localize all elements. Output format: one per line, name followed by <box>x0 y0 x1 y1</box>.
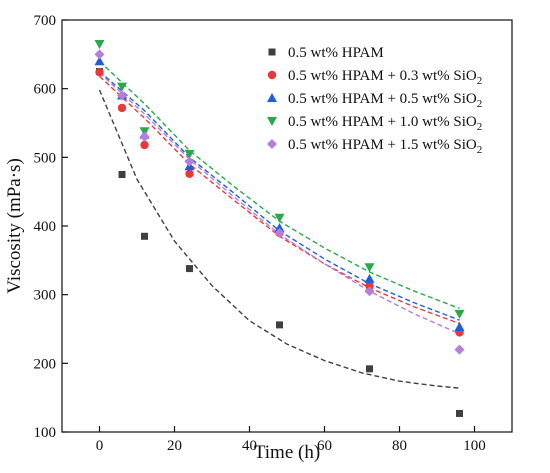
data-point-series-3 <box>454 321 465 331</box>
fit-curve-1 <box>98 89 460 389</box>
fit-curve-5 <box>99 72 460 335</box>
legend-marker-1 <box>268 48 276 56</box>
x-axis: 0 20 40 60 80 100 <box>96 426 486 454</box>
legend-label-5: 0.5 wt% HPAM + 1.5 wt% SiO2 <box>288 137 482 156</box>
y-tick-label: 700 <box>34 13 57 29</box>
data-point-series-2 <box>365 281 374 290</box>
y-tick-label: 200 <box>34 356 57 372</box>
data-point-series-2 <box>117 103 127 113</box>
legend-marker-3 <box>267 93 277 102</box>
data-point-series-1 <box>276 321 283 329</box>
y-tick-label: 500 <box>34 150 57 166</box>
data-point-series-5 <box>454 344 465 355</box>
legend-marker-5 <box>267 139 277 149</box>
y-axis-title: Viscosity (mPa·s) <box>4 158 25 294</box>
data-point-series-1 <box>456 409 463 417</box>
data-point-series-5 <box>94 49 105 60</box>
data-points <box>94 40 465 417</box>
y-axis: 100 200 300 400 500 600 700 <box>34 13 68 441</box>
legend-label-3: 0.5 wt% HPAM + 0.5 wt% SiO2 <box>288 91 482 110</box>
x-tick-label: 0 <box>96 438 104 454</box>
data-point-series-4 <box>117 82 127 92</box>
data-point-series-2 <box>95 67 104 77</box>
fit-curve-3 <box>99 70 460 321</box>
data-point-series-1 <box>141 232 148 240</box>
data-point-series-5 <box>139 131 150 142</box>
y-tick-label: 300 <box>34 288 57 304</box>
legend-marker-2 <box>267 70 277 80</box>
data-point-series-5 <box>184 156 195 167</box>
data-point-series-3 <box>94 56 105 66</box>
data-point-series-5 <box>274 227 285 238</box>
x-tick-label: 40 <box>242 438 257 454</box>
x-tick-label: 60 <box>317 438 332 454</box>
x-tick-label: 80 <box>392 438 407 454</box>
data-point-series-4 <box>364 263 375 273</box>
x-tick-label: 100 <box>463 438 486 454</box>
y-tick-label: 100 <box>34 425 57 441</box>
data-point-series-5 <box>117 90 127 101</box>
legend: 0.5 wt% HPAM 0.5 wt% HPAM + 0.3 wt% SiO2 0… <box>267 45 482 156</box>
x-tick-label: 20 <box>167 438 182 454</box>
data-point-series-4 <box>94 40 105 50</box>
data-point-series-1 <box>118 171 126 178</box>
data-point-series-1 <box>366 365 373 373</box>
data-point-series-4 <box>454 309 465 319</box>
legend-label-4: 0.5 wt% HPAM + 1.0 wt% SiO2 <box>288 114 482 133</box>
data-point-series-4 <box>184 149 195 159</box>
data-point-series-2 <box>185 169 194 179</box>
legend-label-1: 0.5 wt% HPAM <box>288 45 384 61</box>
data-point-series-4 <box>274 213 285 223</box>
data-point-series-5 <box>364 286 375 297</box>
y-tick-label: 600 <box>34 82 57 98</box>
data-point-series-3 <box>274 223 285 233</box>
data-point-series-1 <box>186 265 193 273</box>
x-axis-title: Time (h) <box>254 442 320 463</box>
data-point-series-2 <box>140 140 149 150</box>
legend-marker-4 <box>267 117 277 126</box>
data-point-series-3 <box>364 273 375 283</box>
legend-label-2: 0.5 wt% HPAM + 0.3 wt% SiO2 <box>288 68 482 87</box>
y-tick-label: 400 <box>34 219 57 235</box>
